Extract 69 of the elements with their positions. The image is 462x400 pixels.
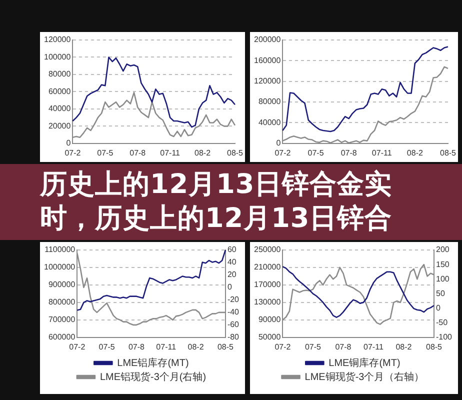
y-tick-label: 250000 xyxy=(254,245,282,254)
x-tick-label: 07-2 xyxy=(274,342,292,352)
y-tick-label: 700000 xyxy=(48,315,76,324)
y-tick-label: 1100000 xyxy=(44,245,76,254)
x-tick-label: 07-2 xyxy=(69,342,86,352)
x-tick-label: 07-5 xyxy=(97,148,114,158)
x-tick-label: 07-5 xyxy=(98,342,116,352)
y-tick-label: 80000 xyxy=(48,70,72,79)
x-tick-label: 07-11 xyxy=(372,148,392,158)
x-tick-label: 07-2 xyxy=(64,148,82,158)
x-tick-label: 07-11 xyxy=(156,342,177,352)
text: 历史上的12月13日锌合金实时，历史上的12月13日锌合 xyxy=(0,164,462,240)
legend-label: LME铜库存(MT) xyxy=(328,356,400,369)
x-tick-label: 07-11 xyxy=(364,342,384,352)
y-tick-label: 1000000 xyxy=(44,262,76,272)
x-tick-label: 08-5 xyxy=(217,342,234,352)
x-tick-label: 08-2 xyxy=(188,342,204,352)
y-tick-label: 100000 xyxy=(44,52,72,62)
y-tick-label: 800000 xyxy=(48,298,76,307)
y2-tick-label: -80 xyxy=(227,332,240,342)
y2-tick-label: -60 xyxy=(227,320,240,330)
y2-tick-label: 0 xyxy=(227,282,232,292)
y2-tick-label: 40 xyxy=(227,258,237,267)
x-tick-label: 08-5 xyxy=(440,148,457,158)
y-tick-label: 200000 xyxy=(254,35,282,44)
y-tick-label: 600000 xyxy=(48,332,76,342)
y-tick-label: 210000 xyxy=(254,262,282,272)
y-tick-label: 130000 xyxy=(254,298,282,307)
x-tick-label: 08-5 xyxy=(426,342,443,352)
y2-tick-label: 100 xyxy=(436,274,450,284)
x-tick-label: 07-8 xyxy=(128,342,146,352)
y2-tick-label: 60 xyxy=(227,245,237,254)
legend-label: LME铝现货-3个月(右轴) xyxy=(100,370,206,383)
y2-tick-label: -50 xyxy=(436,318,448,328)
x-tick-label: 08-5 xyxy=(226,148,244,158)
y-tick-label: 160000 xyxy=(254,56,282,65)
y2-tick-label: 50 xyxy=(436,288,446,298)
x-tick-label: 07-5 xyxy=(308,148,324,158)
y-tick-label: 60000 xyxy=(48,86,72,96)
y2-tick-label: -40 xyxy=(227,308,240,317)
x-tick-label: 07-11 xyxy=(160,148,181,158)
y-tick-label: 0 xyxy=(276,138,282,148)
y-tick-label: 50000 xyxy=(258,332,282,342)
x-tick-label: 07-8 xyxy=(335,342,352,352)
y-tick-label: 40000 xyxy=(258,118,282,127)
y2-tick-label: -100 xyxy=(436,332,453,342)
x-tick-label: 07-2 xyxy=(274,148,292,158)
y-tick-label: 900000 xyxy=(48,280,76,290)
y-tick-label: 40000 xyxy=(48,104,72,114)
y2-tick-label: 150 xyxy=(436,260,450,269)
y-tick-label: 0 xyxy=(66,138,72,148)
y2-tick-label: 20 xyxy=(227,270,237,280)
x-tick-label: 07-8 xyxy=(340,148,358,158)
y-tick-label: 80000 xyxy=(258,97,282,106)
x-tick-label: 08-2 xyxy=(396,342,412,352)
x-tick-label: 07-5 xyxy=(304,342,322,352)
y2-tick-label: 0 xyxy=(436,303,441,312)
y-tick-label: 120000 xyxy=(254,76,282,86)
legend-label: LME铜现货-3个月（右轴） xyxy=(304,370,424,383)
y-tick-label: 120000 xyxy=(44,35,72,44)
x-tick-label: 08-2 xyxy=(406,148,424,158)
y-tick-label: 90000 xyxy=(258,315,282,324)
y2-tick-label: -20 xyxy=(227,295,240,304)
x-tick-label: 07-8 xyxy=(130,148,146,158)
x-tick-label: 08-2 xyxy=(194,148,212,158)
y-tick-label: 20000 xyxy=(48,121,72,130)
legend-label: LME铝库存(MT) xyxy=(117,356,189,369)
y-tick-label: 170000 xyxy=(254,280,282,290)
y2-tick-label: 200 xyxy=(436,245,450,254)
